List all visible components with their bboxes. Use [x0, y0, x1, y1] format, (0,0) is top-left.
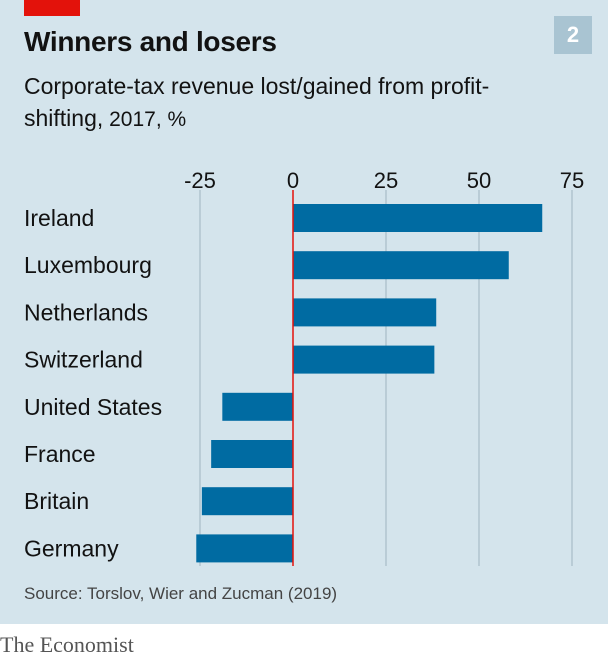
chart-number-badge: 2 [554, 16, 592, 54]
x-tick-label: 0 [287, 168, 299, 193]
category-label: Switzerland [24, 347, 143, 373]
subtitle-main: Corporate-tax revenue lost/gained from p… [24, 73, 490, 131]
x-tick-label: 50 [467, 168, 491, 193]
subtitle-unit: 2017, % [103, 108, 187, 131]
bar [222, 392, 293, 421]
bar [293, 251, 509, 280]
chart-subtitle: Corporate-tax revenue lost/gained from p… [24, 70, 544, 136]
category-label: Netherlands [24, 299, 148, 325]
source-note: Source: Torslov, Wier and Zucman (2019) [24, 584, 338, 603]
economist-logo: The Economist [0, 632, 134, 657]
category-label: United States [24, 394, 162, 420]
x-tick-label: -25 [184, 168, 216, 193]
category-label: France [24, 441, 96, 467]
category-label: Germany [24, 535, 119, 561]
bar-chart: -25 0 25 50 75 Ireland Luxembourg Netherlands Sw… [24, 168, 584, 566]
bar [196, 534, 293, 563]
category-label: Luxembourg [24, 252, 152, 278]
economist-red-tab [24, 0, 80, 16]
x-tick-label: 25 [374, 168, 398, 193]
category-label: Ireland [24, 205, 94, 231]
bar [201, 487, 293, 516]
x-tick-label: 75 [560, 168, 584, 193]
bar [293, 204, 543, 232]
bar [293, 345, 435, 374]
bar [293, 298, 437, 327]
chart-title: Winners and losers [24, 26, 277, 57]
category-label: Britain [24, 488, 89, 514]
bar [211, 440, 293, 468]
